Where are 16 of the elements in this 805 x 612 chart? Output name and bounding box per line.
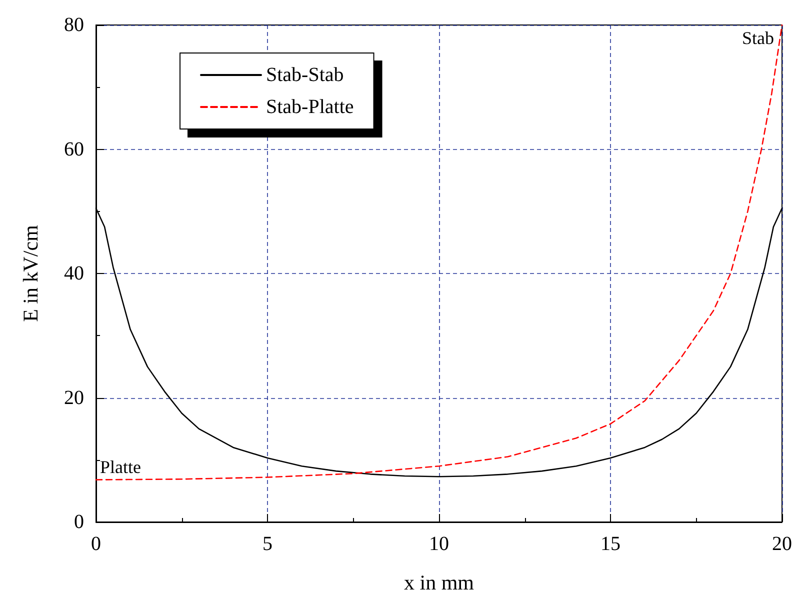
x-tick-label: 10 bbox=[429, 533, 449, 555]
y-tick-label: 40 bbox=[64, 262, 84, 284]
x-tick-label: 0 bbox=[91, 533, 101, 555]
annotation: Stab bbox=[742, 28, 774, 48]
legend-label: Stab-Stab bbox=[266, 64, 344, 86]
x-tick-label: 20 bbox=[772, 533, 792, 555]
legend-label: Stab-Platte bbox=[266, 96, 354, 118]
annotation: Platte bbox=[100, 456, 142, 477]
y-tick-label: 80 bbox=[64, 14, 84, 36]
y-tick-label: 20 bbox=[64, 386, 84, 409]
x-tick-label: 5 bbox=[262, 533, 272, 555]
x-axis-title: x in mm bbox=[404, 570, 474, 594]
x-tick-label: 15 bbox=[600, 533, 620, 555]
y-axis-title: E in kV/cm bbox=[18, 225, 42, 322]
y-tick-label: 0 bbox=[74, 511, 84, 533]
y-tick-label: 60 bbox=[64, 138, 84, 160]
